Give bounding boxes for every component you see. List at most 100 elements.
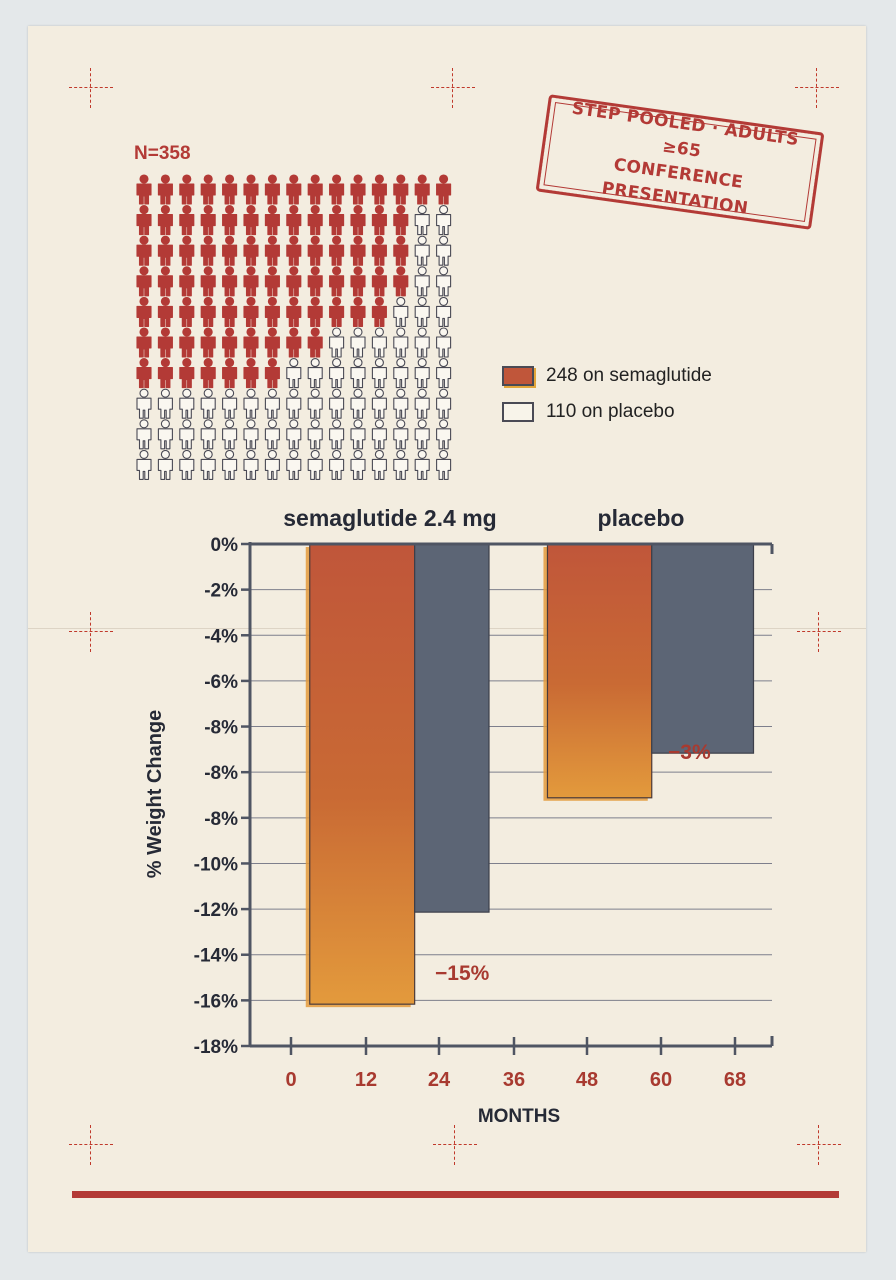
person-icon-placebo (264, 419, 280, 450)
person-icon-placebo (329, 449, 345, 480)
person-icon-semaglutide (136, 296, 152, 327)
y-axis-title: % Weight Change (144, 710, 166, 879)
person-icon-placebo (414, 388, 430, 419)
person-icon-semaglutide (157, 235, 173, 266)
person-icon-semaglutide (371, 205, 387, 236)
person-icon-semaglutide (307, 174, 323, 205)
person-icon-semaglutide (200, 327, 216, 358)
person-icon-placebo (350, 327, 366, 358)
person-icon-placebo (436, 419, 452, 450)
person-icon-semaglutide (157, 296, 173, 327)
person-icon-placebo (179, 449, 195, 480)
person-icon-semaglutide (264, 205, 280, 236)
person-icon-placebo (222, 388, 238, 419)
footer-rule (72, 1191, 839, 1198)
x-tick-label: 48 (576, 1069, 598, 1091)
person-icon-semaglutide (264, 235, 280, 266)
person-icon-semaglutide (179, 235, 195, 266)
crop-mark (433, 1125, 477, 1165)
person-icon-placebo (157, 388, 173, 419)
bar-placebo-slate (651, 543, 755, 754)
person-icon-semaglutide (286, 296, 302, 327)
person-icon-semaglutide (200, 205, 216, 236)
person-icon-placebo (436, 388, 452, 419)
person-icon-placebo (136, 449, 152, 480)
person-icon-semaglutide (264, 174, 280, 205)
person-icon-placebo (136, 388, 152, 419)
crop-mark (797, 1125, 841, 1165)
person-icon-semaglutide (136, 235, 152, 266)
person-icon-semaglutide (350, 205, 366, 236)
person-icon-placebo (393, 327, 409, 358)
person-icon-semaglutide (329, 205, 345, 236)
annotation-placebo: −3% (668, 741, 711, 764)
bar-semaglutide-orange (305, 543, 416, 1008)
sample-size-label: N=358 (134, 143, 191, 164)
x-tick-label: 68 (724, 1069, 746, 1091)
person-icon-placebo (200, 419, 216, 450)
person-icon-semaglutide (243, 358, 259, 389)
person-icon-placebo (436, 296, 452, 327)
group-label-placebo: placebo (598, 505, 685, 531)
person-icon-placebo (414, 235, 430, 266)
person-icon-semaglutide (136, 358, 152, 389)
person-icon-semaglutide (286, 205, 302, 236)
y-tick-label: -10% (194, 854, 238, 875)
person-icon-semaglutide (264, 266, 280, 297)
person-icon-semaglutide (200, 358, 216, 389)
person-icon-semaglutide (371, 174, 387, 205)
person-icon-semaglutide (393, 266, 409, 297)
person-icon-placebo (329, 388, 345, 419)
person-icon-placebo (371, 449, 387, 480)
person-icon-semaglutide (264, 327, 280, 358)
person-icon-placebo (243, 449, 259, 480)
person-icon-semaglutide (329, 296, 345, 327)
x-tick-label: 12 (355, 1069, 377, 1091)
person-icon-semaglutide (243, 327, 259, 358)
legend-swatch-semaglutide (502, 366, 534, 386)
person-icon-semaglutide (350, 266, 366, 297)
crop-mark (69, 1125, 113, 1165)
person-icon-placebo (329, 419, 345, 450)
person-icon-placebo (393, 296, 409, 327)
person-icon-placebo (200, 449, 216, 480)
person-icon-placebo (286, 358, 302, 389)
person-icon-semaglutide (243, 235, 259, 266)
person-icon-semaglutide (222, 174, 238, 205)
person-icon-semaglutide (307, 296, 323, 327)
person-icon-semaglutide (350, 296, 366, 327)
person-icon-placebo (286, 419, 302, 450)
person-icon-placebo (371, 327, 387, 358)
crop-mark (69, 68, 113, 108)
y-tick-label: -18% (194, 1037, 238, 1058)
person-icon-placebo (243, 419, 259, 450)
y-tick-label: -2% (204, 581, 238, 602)
person-icon-placebo (243, 388, 259, 419)
legend-placebo: 110 on placebo (502, 401, 675, 423)
person-icon-placebo (264, 388, 280, 419)
x-tick-label: 36 (503, 1069, 525, 1091)
person-icon-placebo (393, 358, 409, 389)
legend-label-placebo: 110 on placebo (546, 401, 675, 422)
crop-mark (69, 612, 113, 652)
person-icon-placebo (393, 388, 409, 419)
person-icon-placebo (179, 419, 195, 450)
person-icon-semaglutide (157, 205, 173, 236)
person-icon-semaglutide (371, 296, 387, 327)
person-icon-semaglutide (222, 327, 238, 358)
person-icon-placebo (436, 205, 452, 236)
person-icon-semaglutide (243, 205, 259, 236)
y-tick-label: -8% (204, 809, 238, 830)
person-icon-semaglutide (243, 174, 259, 205)
person-icon-semaglutide (136, 327, 152, 358)
person-icon-semaglutide (136, 174, 152, 205)
person-icon-placebo (393, 449, 409, 480)
crop-mark (431, 68, 475, 108)
person-icon-semaglutide (286, 174, 302, 205)
person-icon-semaglutide (243, 296, 259, 327)
person-icon-placebo (371, 388, 387, 419)
person-icon-semaglutide (179, 174, 195, 205)
person-icon-semaglutide (222, 235, 238, 266)
person-icon-semaglutide (329, 266, 345, 297)
